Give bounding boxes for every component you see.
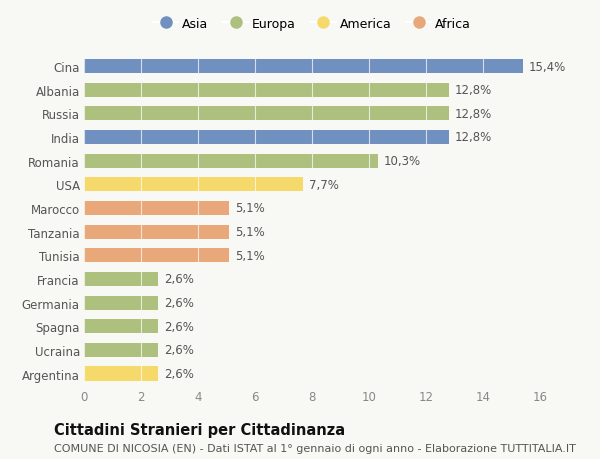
Text: 15,4%: 15,4%	[529, 61, 566, 73]
Bar	[84, 154, 377, 168]
Text: 10,3%: 10,3%	[383, 155, 421, 168]
Text: 2,6%: 2,6%	[164, 344, 194, 357]
Text: Cittadini Stranieri per Cittadinanza: Cittadini Stranieri per Cittadinanza	[54, 422, 345, 437]
Text: 2,6%: 2,6%	[164, 297, 194, 309]
Bar	[84, 296, 158, 310]
Bar	[84, 60, 523, 74]
Bar	[84, 272, 158, 286]
Bar	[84, 225, 229, 239]
Bar	[84, 84, 449, 98]
Bar	[84, 343, 158, 357]
Bar	[84, 202, 229, 216]
Bar	[84, 319, 158, 334]
Bar	[84, 107, 449, 121]
Text: 2,6%: 2,6%	[164, 273, 194, 286]
Bar	[84, 367, 158, 381]
Text: 5,1%: 5,1%	[235, 226, 265, 239]
Bar	[84, 178, 304, 192]
Bar	[84, 131, 449, 145]
Text: 2,6%: 2,6%	[164, 367, 194, 380]
Text: 12,8%: 12,8%	[455, 84, 492, 97]
Text: 5,1%: 5,1%	[235, 249, 265, 262]
Legend: Asia, Europa, America, Africa: Asia, Europa, America, Africa	[151, 15, 473, 33]
Text: 7,7%: 7,7%	[309, 179, 339, 191]
Text: 12,8%: 12,8%	[455, 131, 492, 144]
Bar	[84, 249, 229, 263]
Text: 5,1%: 5,1%	[235, 202, 265, 215]
Text: 12,8%: 12,8%	[455, 107, 492, 121]
Text: 2,6%: 2,6%	[164, 320, 194, 333]
Text: COMUNE DI NICOSIA (EN) - Dati ISTAT al 1° gennaio di ogni anno - Elaborazione TU: COMUNE DI NICOSIA (EN) - Dati ISTAT al 1…	[54, 443, 576, 453]
